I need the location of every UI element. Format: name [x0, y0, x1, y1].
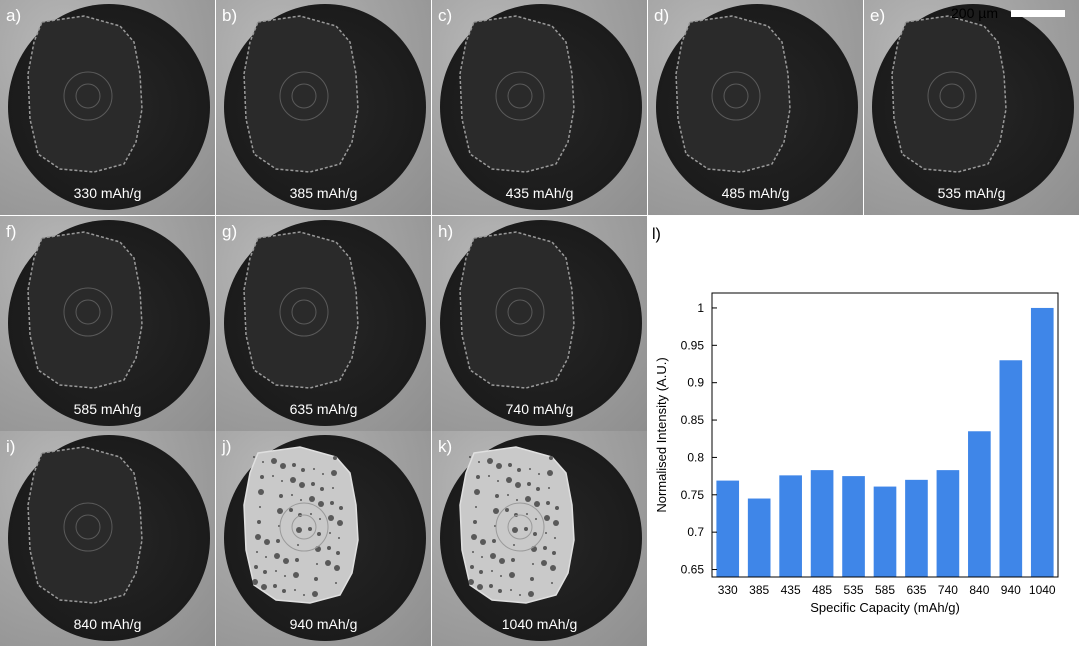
micrograph-panel: g) 635 mAh/g	[216, 216, 431, 431]
panel-caption: 740 mAh/g	[505, 401, 574, 417]
panel-letter: a)	[6, 6, 22, 25]
y-tick-label: 0.65	[681, 563, 705, 577]
bar-740	[936, 470, 960, 577]
y-tick-label: 0.8	[687, 450, 704, 464]
bars-group	[716, 307, 1054, 577]
micrograph-panel: i) 840 mAh/g	[0, 431, 215, 646]
sample-region	[456, 230, 578, 390]
panel-letter: j)	[222, 437, 232, 456]
micrograph-panel: d) 485 mAh/g	[648, 0, 863, 215]
sample-region	[240, 445, 362, 605]
micrograph-panel: c) 435 mAh/g	[432, 0, 647, 215]
y-tick-label: 0.7	[687, 525, 704, 539]
bar-385	[747, 498, 771, 577]
panel-caption: 1040 mAh/g	[501, 616, 578, 632]
sample-region	[456, 445, 578, 605]
y-tick-label: 0.85	[681, 413, 705, 427]
x-tick-label: 1040	[1029, 583, 1056, 597]
panel-caption: 435 mAh/g	[505, 185, 574, 201]
micrograph-panel: a) 330 mAh/g	[0, 0, 215, 215]
y-tick-label: 0.75	[681, 488, 705, 502]
panel-letter: c)	[438, 6, 453, 25]
y-tick-label: 0.9	[687, 376, 704, 390]
micrograph-panel: j) 940 mAh/g	[216, 431, 431, 646]
panel-caption: 485 mAh/g	[721, 185, 790, 201]
sample-region	[888, 14, 1010, 174]
x-tick-label: 435	[781, 583, 801, 597]
x-tick-label: 840	[969, 583, 989, 597]
y-tick-label: 1	[697, 301, 704, 315]
x-tick-label: 330	[718, 583, 738, 597]
sample-region	[672, 14, 794, 174]
panel-letter: b)	[222, 6, 238, 25]
panel-caption: 635 mAh/g	[289, 401, 358, 417]
x-tick-label: 535	[844, 583, 864, 597]
x-tick-label: 740	[938, 583, 958, 597]
bar-635	[905, 479, 928, 577]
sample-region	[24, 14, 146, 174]
panel-caption: 585 mAh/g	[73, 401, 142, 417]
micrograph-panel: e) 535 mAh/g	[864, 0, 1079, 215]
scale-bar-line	[1011, 10, 1065, 17]
x-tick-label: 940	[1001, 583, 1021, 597]
bar-330	[716, 480, 740, 577]
panel-caption: 840 mAh/g	[73, 616, 142, 632]
sample-region	[24, 230, 146, 390]
micrograph-panel: h) 740 mAh/g	[432, 216, 647, 431]
chart-panel-label: l)	[652, 226, 661, 243]
x-tick-label: 585	[875, 583, 895, 597]
plot-frame	[711, 292, 1059, 578]
panel-caption: 535 mAh/g	[937, 185, 1006, 201]
y-tick-label: 0.95	[681, 338, 705, 352]
bar-840	[968, 431, 991, 577]
sample-region	[24, 445, 146, 605]
bar-485	[810, 470, 834, 577]
panel-letter: f)	[6, 222, 17, 241]
micrograph-panel: b) 385 mAh/g	[216, 0, 431, 215]
panel-letter: k)	[438, 437, 453, 456]
panel-caption: 385 mAh/g	[289, 185, 358, 201]
scale-bar-label: 200 µm	[951, 5, 998, 21]
y-axis-label: Normalised Intensity (A.U.)	[654, 357, 669, 512]
micrograph-panel: f) 585 mAh/g	[0, 216, 215, 431]
bar-585	[873, 486, 897, 577]
panel-letter: h)	[438, 222, 454, 241]
bar-1040	[1030, 307, 1054, 577]
x-axis-label: Specific Capacity (mAh/g)	[810, 600, 960, 615]
panel-letter: g)	[222, 222, 238, 241]
x-tick-label: 635	[906, 583, 926, 597]
x-tick-label: 385	[749, 583, 769, 597]
scale-bar: 200 µm	[949, 4, 1067, 26]
bar-535	[842, 476, 865, 577]
panel-letter: e)	[870, 6, 886, 25]
panel-caption: 940 mAh/g	[289, 616, 358, 632]
sample-region	[240, 14, 362, 174]
sample-region	[456, 14, 578, 174]
x-tick-label: 485	[812, 583, 832, 597]
micrograph-panel: k) 1040 mAh/g	[432, 431, 647, 646]
y-ticks-group: 0.65 0.7 0.75 0.8 0.85 0.9 0.95 1	[681, 301, 717, 577]
bar-435	[779, 475, 802, 577]
sample-region	[240, 230, 362, 390]
panel-caption: 330 mAh/g	[73, 185, 142, 201]
panel-letter: d)	[654, 6, 670, 25]
intensity-bar-chart: l) 0.65 0.7 0.75 0.8 0.85 0.9 0.95 1 330 385 435 4…	[652, 226, 1059, 615]
panel-letter: i)	[6, 437, 16, 456]
bar-940	[999, 360, 1023, 577]
x-ticks-group: 330 385 435 485 535 585 635 740 840 940 1040	[718, 583, 1056, 597]
